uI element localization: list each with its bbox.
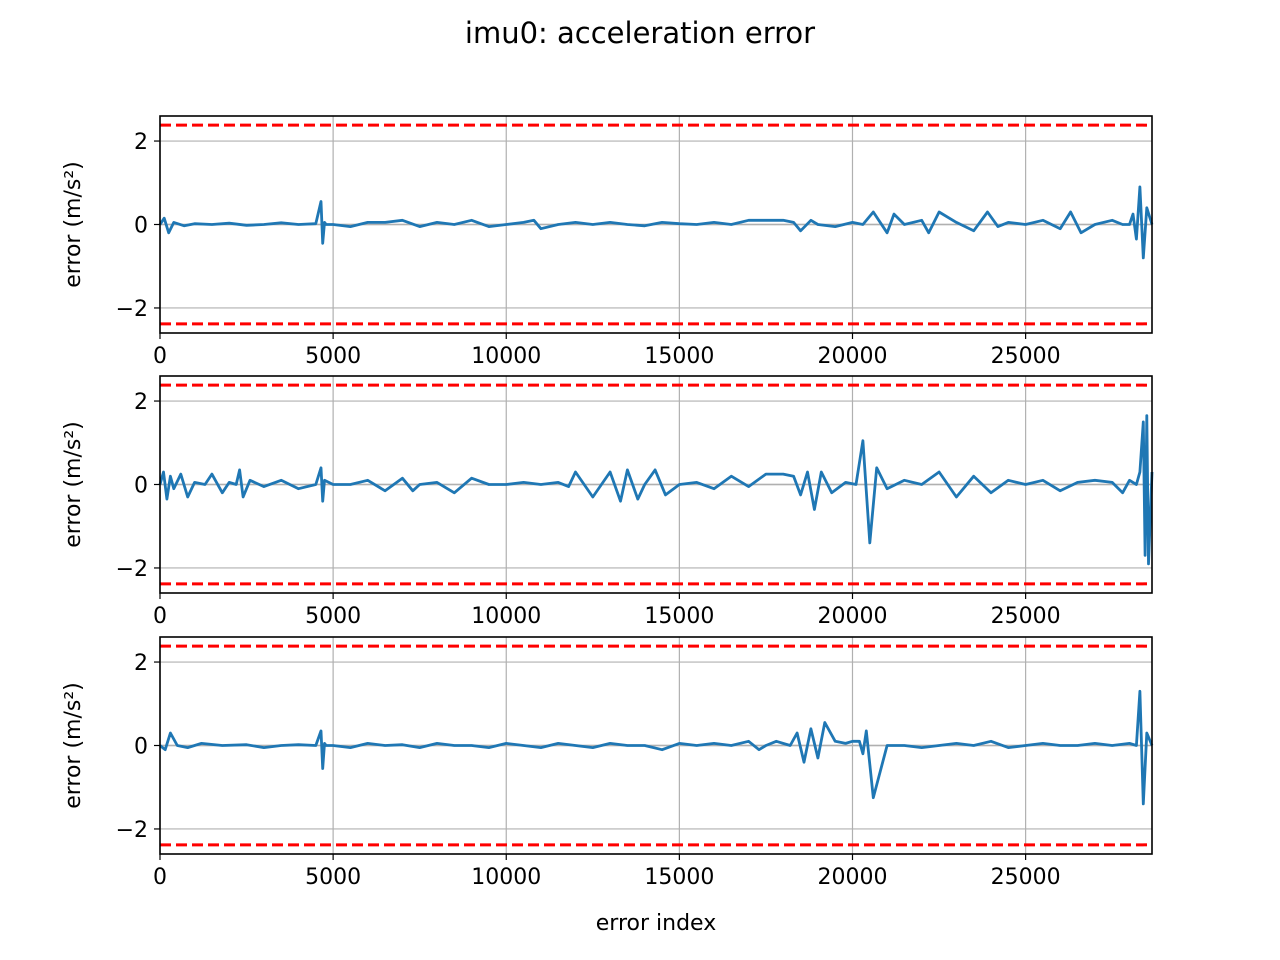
y-axis-label: error (m/s²) [61,682,86,809]
x-tick-label: 15000 [644,865,714,890]
y-tick-label: −2 [116,818,148,843]
y-tick-label: 0 [134,214,148,239]
y-tick-label: 0 [134,735,148,760]
x-tick-label: 20000 [817,865,887,890]
x-tick-label: 0 [153,865,167,890]
x-tick-label: 10000 [471,344,541,369]
x-tick-label: 25000 [991,865,1061,890]
x-tick-label: 25000 [991,604,1061,629]
y-tick-label: 2 [134,390,148,415]
x-tick-label: 15000 [644,604,714,629]
x-axis-label: error index [596,911,716,936]
y-tick-label: 0 [134,474,148,499]
x-tick-label: 25000 [991,344,1061,369]
x-tick-label: 20000 [817,604,887,629]
chart-title: imu0: acceleration error [465,16,815,50]
error-series-line [158,414,1154,566]
y-axis-label: error (m/s²) [61,421,86,548]
x-tick-label: 0 [153,604,167,629]
y-axis-label: error (m/s²) [61,161,86,288]
x-tick-label: 20000 [817,344,887,369]
y-tick-label: 2 [134,130,148,155]
x-tick-label: 5000 [305,865,361,890]
y-tick-label: 2 [134,651,148,676]
error-series-line [158,185,1154,260]
y-tick-label: −2 [116,297,148,322]
y-tick-label: −2 [116,557,148,582]
error-series-line [159,689,1154,806]
x-tick-label: 0 [153,344,167,369]
x-tick-label: 5000 [305,344,361,369]
x-tick-label: 5000 [305,604,361,629]
x-tick-label: 15000 [644,344,714,369]
x-tick-label: 10000 [471,865,541,890]
x-tick-label: 10000 [471,604,541,629]
